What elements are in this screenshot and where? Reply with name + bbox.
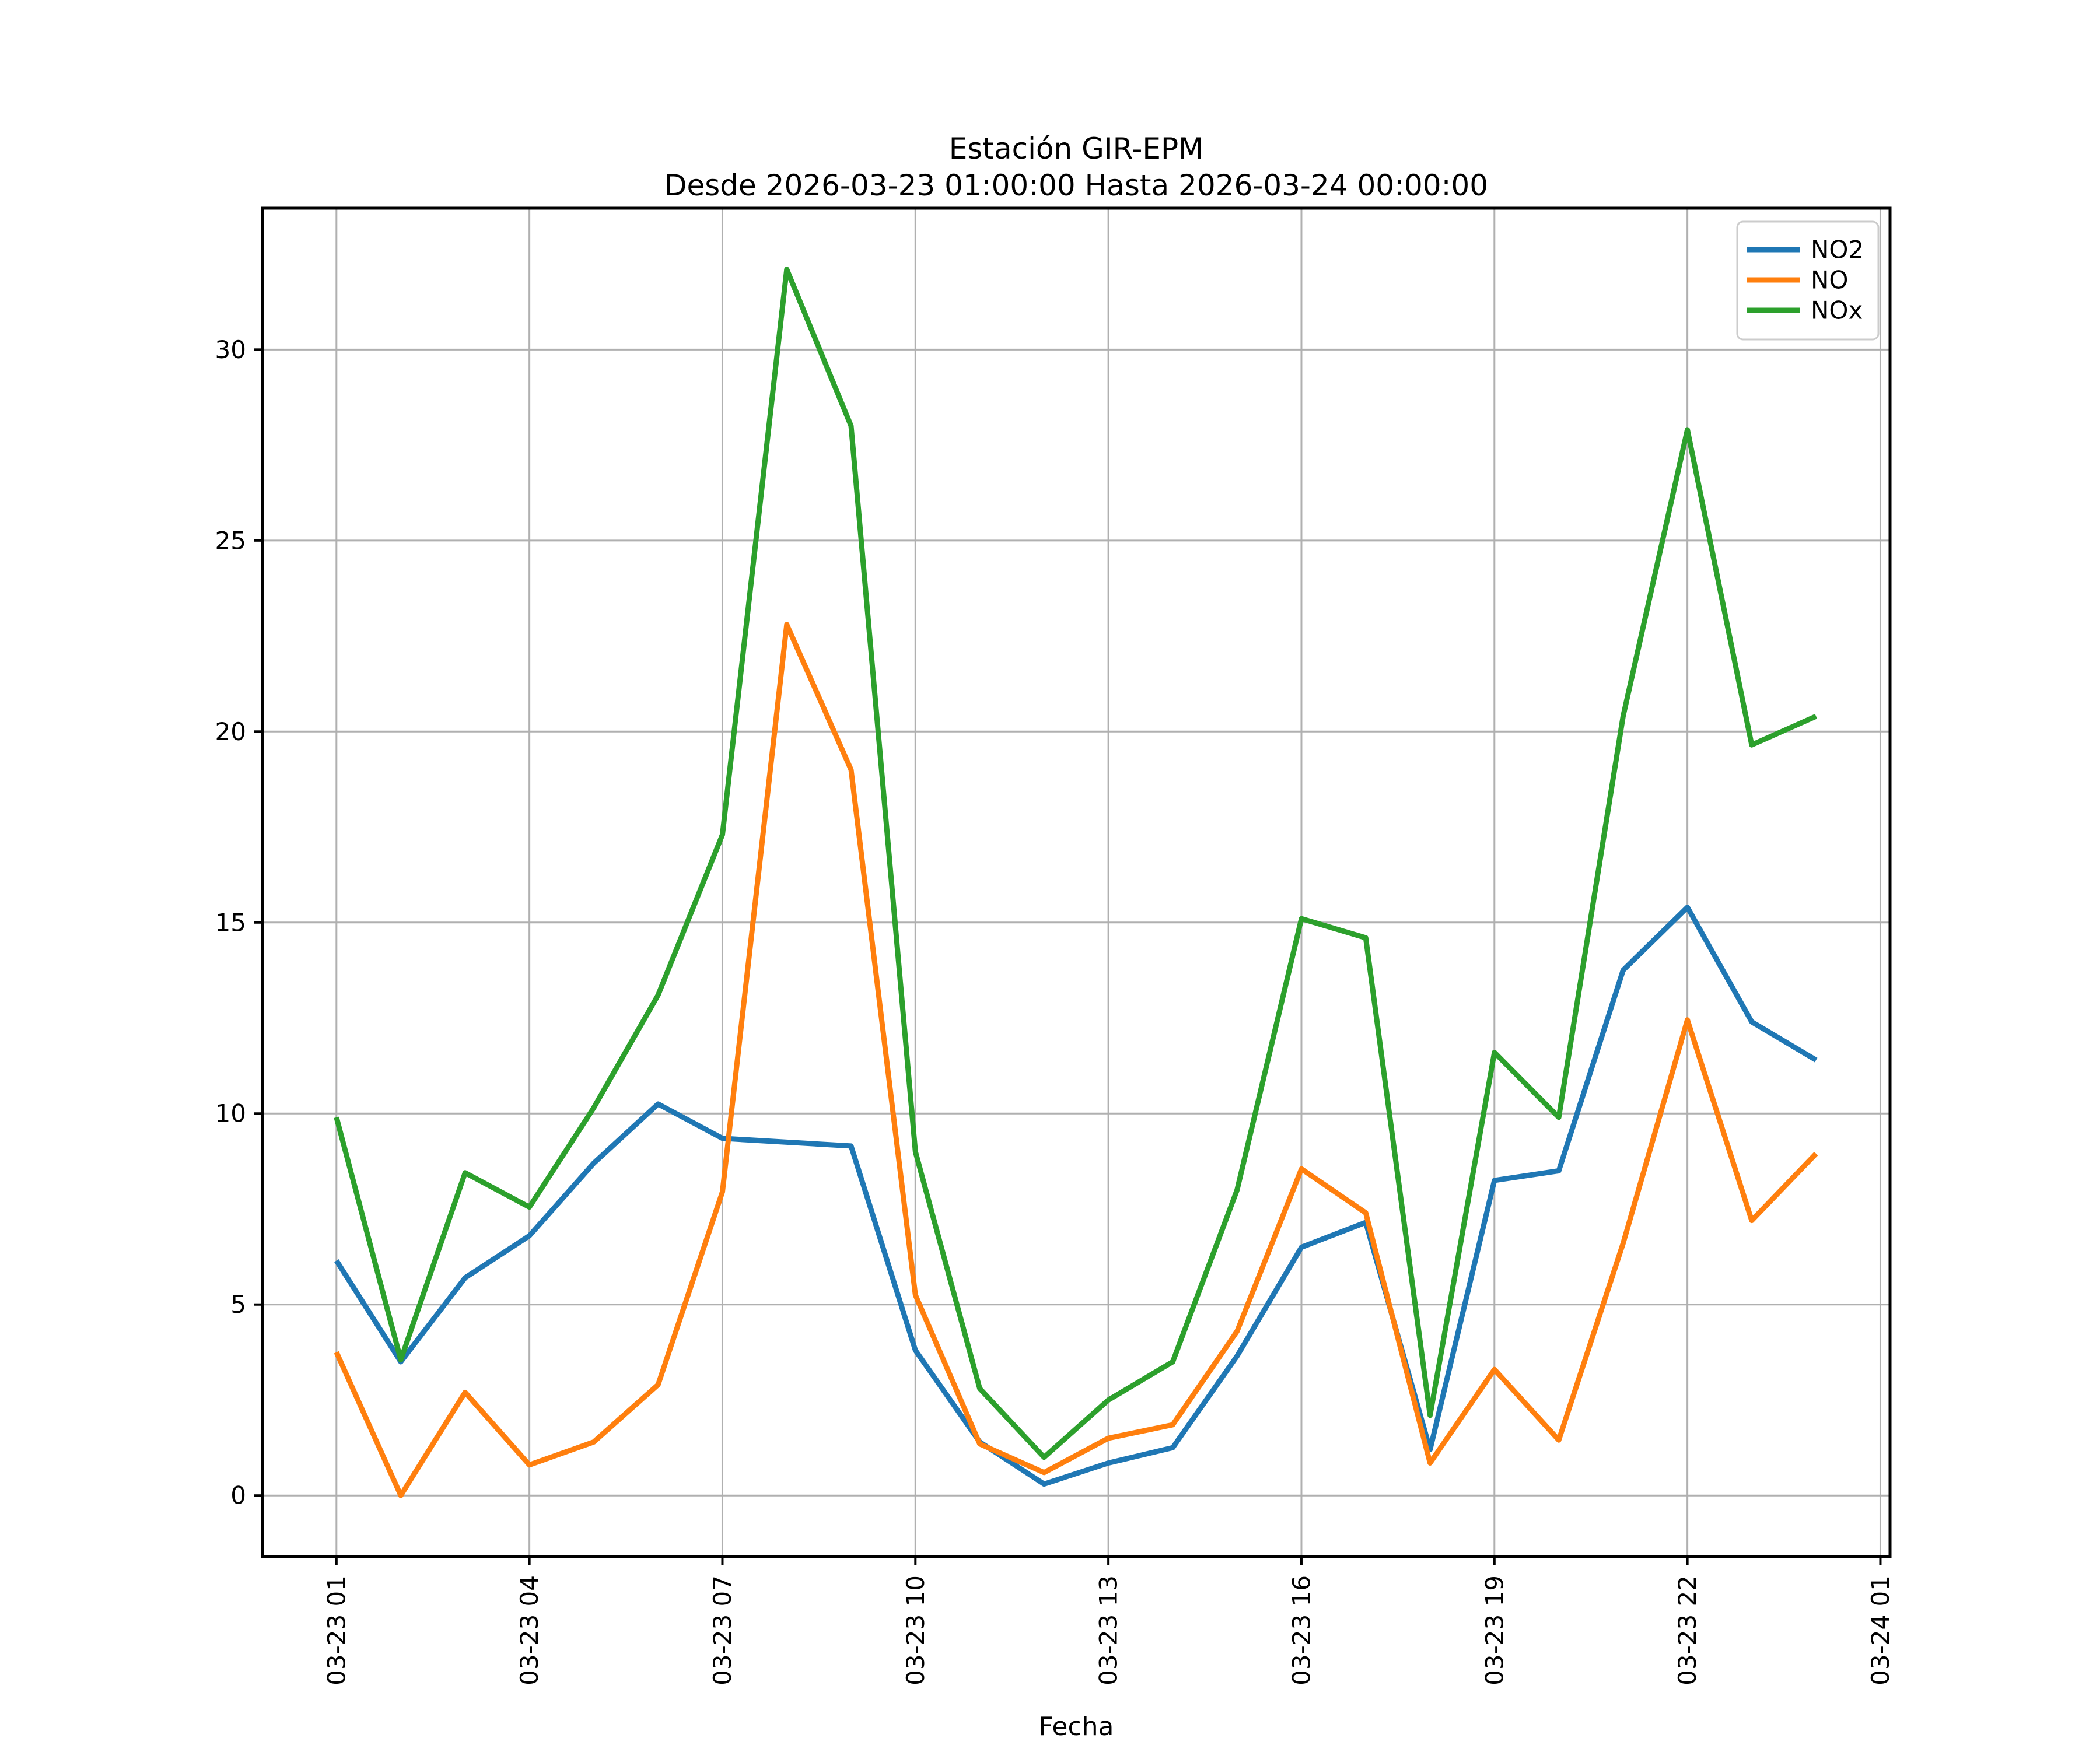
legend-label-NO: NO [1811, 266, 1848, 295]
x-tick-label: 03-23 13 [1094, 1575, 1123, 1686]
legend-item-NOx: NOx [1746, 296, 1863, 325]
y-tick-label: 20 [215, 717, 246, 746]
legend-label-NO2: NO2 [1811, 236, 1864, 264]
x-tick-label: 03-23 07 [708, 1575, 737, 1686]
chart-title: Estación GIR-EPM [949, 132, 1204, 166]
x-tick-label: 03-23 01 [322, 1575, 351, 1686]
x-tick-label: 03-24 01 [1866, 1575, 1895, 1686]
y-tick-label: 5 [230, 1290, 246, 1319]
series-line-NOx [334, 267, 1818, 1460]
x-tick-label: 03-23 10 [901, 1575, 930, 1686]
legend-item-NO2: NO2 [1746, 236, 1864, 264]
chart-subtitle: Desde 2026-03-23 01:00:00 Hasta 2026-03-… [664, 169, 1488, 202]
plot-border [261, 206, 1892, 1558]
y-tick-label: 15 [215, 908, 246, 937]
series-layer [334, 267, 1818, 1498]
x-tick-label: 03-23 22 [1673, 1575, 1702, 1686]
axes-layer: 0 5 10 15 20 25 30 03-23 01 03-23 04 03-23 07 03-2… [215, 206, 1895, 1686]
series-line-NO [334, 622, 1818, 1498]
y-tick-label: 25 [215, 526, 246, 555]
y-tick-label: 0 [230, 1481, 246, 1510]
y-tick-label: 30 [215, 335, 246, 364]
legend-label-NOx: NOx [1811, 296, 1863, 325]
grid-layer [262, 208, 1890, 1557]
x-axis-label: Fecha [1038, 1712, 1114, 1742]
x-tick-label: 03-23 04 [515, 1575, 544, 1686]
series-line-NO2 [334, 905, 1818, 1487]
legend-item-NO: NO [1746, 266, 1848, 295]
y-tick-label: 10 [215, 1099, 246, 1128]
x-tick-label: 03-23 16 [1287, 1575, 1315, 1686]
x-tick-label: 03-23 19 [1480, 1575, 1508, 1686]
